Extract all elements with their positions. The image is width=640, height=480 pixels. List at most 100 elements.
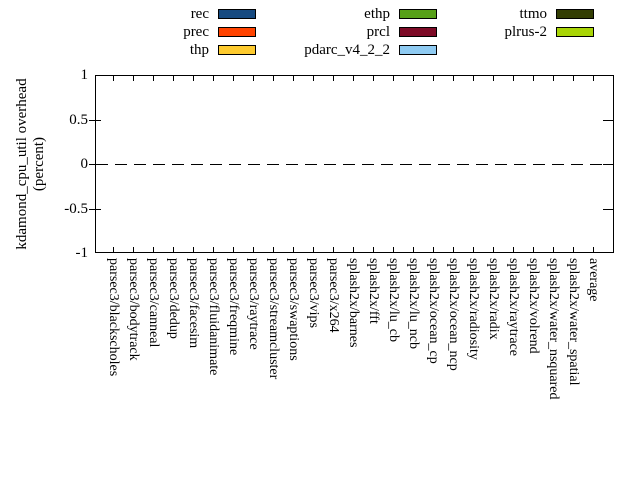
x-tick-label: splash2x/fft bbox=[366, 258, 381, 324]
legend-label: plrus-2 bbox=[504, 24, 548, 40]
x-tick-top bbox=[313, 76, 314, 81]
x-tick-top bbox=[433, 76, 434, 81]
y-tick-label-0.5: 0.5 bbox=[69, 112, 88, 128]
x-tick-bottom bbox=[493, 247, 494, 252]
y-tick-left bbox=[89, 120, 101, 121]
legend-swatch-plrus2 bbox=[556, 27, 594, 37]
x-tick-label: parsec3/vips bbox=[306, 258, 321, 328]
legend-entry-prcl: prcl bbox=[280, 23, 437, 41]
legend-column-1: rec prec thp bbox=[130, 5, 256, 59]
x-tick-label: parsec3/x264 bbox=[326, 258, 341, 333]
legend-swatch-ethp bbox=[399, 9, 437, 19]
x-tick-bottom bbox=[573, 247, 574, 252]
x-tick-top bbox=[293, 76, 294, 81]
x-tick-top bbox=[393, 76, 394, 81]
x-tick-top bbox=[353, 76, 354, 81]
legend-column-3: ttmo plrus-2 bbox=[471, 5, 594, 41]
legend-entry-ethp: ethp bbox=[280, 5, 437, 23]
legend-column-2: ethp prcl pdarc_v4_2_2 bbox=[280, 5, 437, 59]
y-axis-title-line1: kdamond_cpu_util overhead bbox=[14, 78, 30, 250]
x-tick-bottom bbox=[293, 247, 294, 252]
legend-entry-ttmo: ttmo bbox=[471, 5, 594, 23]
y-tick-right bbox=[603, 120, 614, 121]
legend-swatch-thp bbox=[218, 45, 256, 55]
x-tick-bottom bbox=[513, 247, 514, 252]
y-tick-label-0: 0 bbox=[80, 156, 89, 172]
x-tick-bottom bbox=[533, 247, 534, 252]
x-tick-top bbox=[413, 76, 414, 81]
y-tick-right bbox=[603, 209, 614, 210]
x-tick-bottom bbox=[353, 247, 354, 252]
x-tick-bottom bbox=[453, 247, 454, 252]
legend-label: pdarc_v4_2_2 bbox=[304, 42, 390, 58]
legend-entry-pdarc: pdarc_v4_2_2 bbox=[280, 41, 437, 59]
x-tick-bottom bbox=[253, 247, 254, 252]
x-tick-top bbox=[113, 76, 114, 81]
x-tick-label: parsec3/swaptions bbox=[286, 258, 301, 361]
legend-entry-prec: prec bbox=[130, 23, 256, 41]
x-tick-label: parsec3/facesim bbox=[186, 258, 201, 349]
x-tick-label: parsec3/raytrace bbox=[246, 258, 261, 350]
legend-label: ethp bbox=[364, 6, 390, 22]
x-tick-label: parsec3/bodytrack bbox=[126, 258, 141, 361]
x-tick-top bbox=[513, 76, 514, 81]
x-tick-label: splash2x/lu_cb bbox=[386, 258, 401, 342]
x-tick-bottom bbox=[233, 247, 234, 252]
legend-swatch-pdarc bbox=[399, 45, 437, 55]
x-tick-label: average bbox=[586, 258, 601, 302]
x-tick-label: splash2x/water_spatial bbox=[566, 258, 581, 386]
x-tick-label: splash2x/barnes bbox=[346, 258, 361, 348]
y-tick-left bbox=[89, 164, 101, 165]
x-tick-top bbox=[573, 76, 574, 81]
x-tick-label: splash2x/ocean_ncp bbox=[446, 258, 461, 371]
x-tick-top bbox=[533, 76, 534, 81]
legend-swatch-rec bbox=[218, 9, 256, 19]
x-tick-bottom bbox=[173, 247, 174, 252]
legend-label: prec bbox=[183, 24, 209, 40]
x-tick-top bbox=[233, 76, 234, 81]
x-tick-label: splash2x/radix bbox=[486, 258, 501, 340]
x-tick-bottom bbox=[273, 247, 274, 252]
x-tick-bottom bbox=[153, 247, 154, 252]
x-tick-bottom bbox=[473, 247, 474, 252]
x-tick-bottom bbox=[113, 247, 114, 252]
x-tick-label: splash2x/lu_ncb bbox=[406, 258, 421, 349]
legend-entry-rec: rec bbox=[130, 5, 256, 23]
x-tick-label: splash2x/volrend bbox=[526, 258, 541, 354]
legend-label: ttmo bbox=[519, 6, 547, 22]
x-tick-bottom bbox=[213, 247, 214, 252]
x-tick-label: parsec3/blackscholes bbox=[106, 258, 121, 377]
y-tick-left bbox=[89, 209, 101, 210]
legend-entry-thp: thp bbox=[130, 41, 256, 59]
legend-swatch-prcl bbox=[399, 27, 437, 37]
x-tick-label: splash2x/radiosity bbox=[466, 258, 481, 360]
x-tick-bottom bbox=[433, 247, 434, 252]
x-tick-top bbox=[193, 76, 194, 81]
x-tick-top bbox=[453, 76, 454, 81]
x-tick-bottom bbox=[413, 247, 414, 252]
x-tick-top bbox=[553, 76, 554, 81]
x-tick-top bbox=[133, 76, 134, 81]
x-tick-label: splash2x/raytrace bbox=[506, 258, 521, 356]
y-tick-right bbox=[603, 164, 614, 165]
x-tick-label: parsec3/freqmine bbox=[226, 258, 241, 356]
x-tick-top bbox=[333, 76, 334, 81]
x-tick-bottom bbox=[133, 247, 134, 252]
x-tick-bottom bbox=[373, 247, 374, 252]
x-tick-label: parsec3/dedup bbox=[166, 258, 181, 339]
legend-entry-plrus2: plrus-2 bbox=[471, 23, 594, 41]
legend-swatch-prec bbox=[218, 27, 256, 37]
x-tick-bottom bbox=[333, 247, 334, 252]
legend-label: rec bbox=[190, 6, 209, 22]
y-tick-label--1: -1 bbox=[75, 245, 89, 261]
y-tick-label-1: 1 bbox=[80, 67, 89, 83]
x-tick-bottom bbox=[393, 247, 394, 252]
legend-label: prcl bbox=[366, 24, 390, 40]
x-tick-label: parsec3/canneal bbox=[146, 258, 161, 348]
zero-line bbox=[96, 164, 613, 165]
x-tick-top bbox=[273, 76, 274, 81]
legend-label: thp bbox=[189, 42, 209, 58]
x-tick-top bbox=[493, 76, 494, 81]
x-tick-top bbox=[473, 76, 474, 81]
